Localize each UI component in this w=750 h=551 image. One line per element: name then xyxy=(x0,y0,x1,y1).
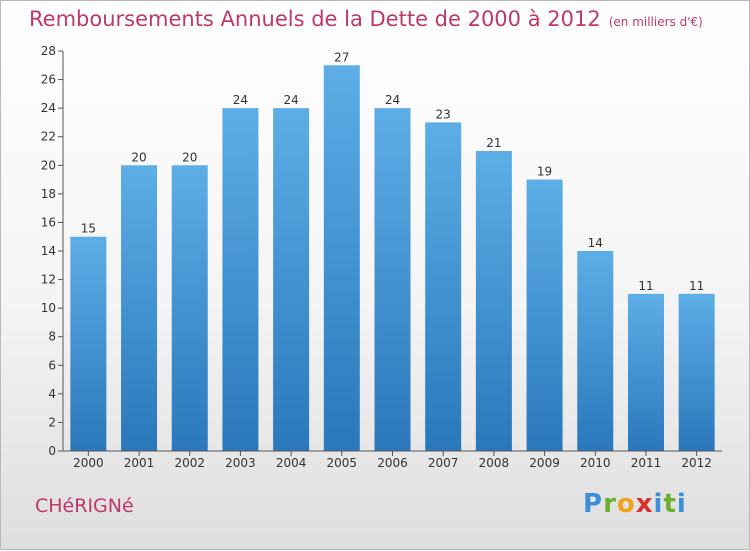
bar-2003 xyxy=(222,108,259,452)
y-tick-label: 18 xyxy=(41,187,56,201)
bar-2001 xyxy=(121,165,158,452)
x-tick-label-2009: 2009 xyxy=(529,456,560,470)
data-label-2009: 19 xyxy=(537,165,552,179)
y-tick-label: 8 xyxy=(48,330,56,344)
data-label-2006: 24 xyxy=(385,93,400,107)
commune-name: CHéRIGNé xyxy=(35,495,134,517)
x-tick-label-2006: 2006 xyxy=(377,456,408,470)
data-label-2005: 27 xyxy=(334,50,349,64)
bars: 15 20 20 24 24 27 24 23 21 19 14 11 11 xyxy=(70,50,715,452)
x-tick-label-2007: 2007 xyxy=(428,456,459,470)
y-tick-label: 14 xyxy=(41,244,56,258)
data-label-2012: 11 xyxy=(689,279,704,293)
y-tick-label: 4 xyxy=(48,387,56,401)
y-tick-label: 12 xyxy=(41,273,56,287)
bar-2008 xyxy=(475,151,512,451)
bar-2002 xyxy=(171,165,208,452)
data-label-2008: 21 xyxy=(486,136,501,150)
chart-title-text: Remboursements Annuels de la Dette de 20… xyxy=(29,7,601,31)
x-tick-label-2011: 2011 xyxy=(631,456,662,470)
y-tick-label: 20 xyxy=(41,158,56,172)
y-tick-label: 26 xyxy=(41,73,56,87)
y-tick-label: 2 xyxy=(48,415,56,429)
y-tick-label: 10 xyxy=(41,301,56,315)
bar-2005 xyxy=(323,65,360,452)
data-label-2004: 24 xyxy=(283,93,298,107)
bar-2004 xyxy=(273,108,310,452)
bar-2007 xyxy=(425,122,462,451)
bar-2010 xyxy=(577,251,614,451)
x-tick-label-2004: 2004 xyxy=(276,456,307,470)
chart-unit: (en milliers d'€) xyxy=(608,15,703,29)
x-tick-label-2003: 2003 xyxy=(225,456,256,470)
chart-title: Remboursements Annuels de la Dette de 20… xyxy=(29,7,703,31)
proxiti-logo: Proxiti xyxy=(583,489,687,519)
y-tick-label: 16 xyxy=(41,215,56,229)
x-tick-label-2000: 2000 xyxy=(73,456,104,470)
x-tick-label-2005: 2005 xyxy=(327,456,358,470)
y-tick-label: 22 xyxy=(41,130,56,144)
data-label-2002: 20 xyxy=(182,150,197,164)
x-tick-label-2008: 2008 xyxy=(479,456,510,470)
data-label-2003: 24 xyxy=(233,93,248,107)
y-tick-label: 6 xyxy=(48,358,56,372)
bar-2006 xyxy=(374,108,411,452)
y-tick-label: 0 xyxy=(48,444,56,458)
x-tick-label-2010: 2010 xyxy=(580,456,611,470)
bar-2012 xyxy=(678,293,715,451)
data-label-2007: 23 xyxy=(436,107,451,121)
x-axis: 2000 2001 2002 2003 2004 2005 2006 2007 2008 2009… xyxy=(63,450,722,470)
bar-2000 xyxy=(70,236,107,451)
x-tick-label-2012: 2012 xyxy=(681,456,712,470)
data-label-2001: 20 xyxy=(131,150,146,164)
data-label-2010: 14 xyxy=(588,236,603,250)
data-label-2011: 11 xyxy=(638,279,653,293)
data-label-2000: 15 xyxy=(81,222,96,236)
bar-2009 xyxy=(526,179,563,452)
x-tick-label-2002: 2002 xyxy=(174,456,205,470)
bar-2011 xyxy=(627,293,664,451)
x-tick-label-2001: 2001 xyxy=(124,456,155,470)
y-tick-label: 28 xyxy=(41,44,56,58)
y-tick-label: 24 xyxy=(41,101,56,115)
